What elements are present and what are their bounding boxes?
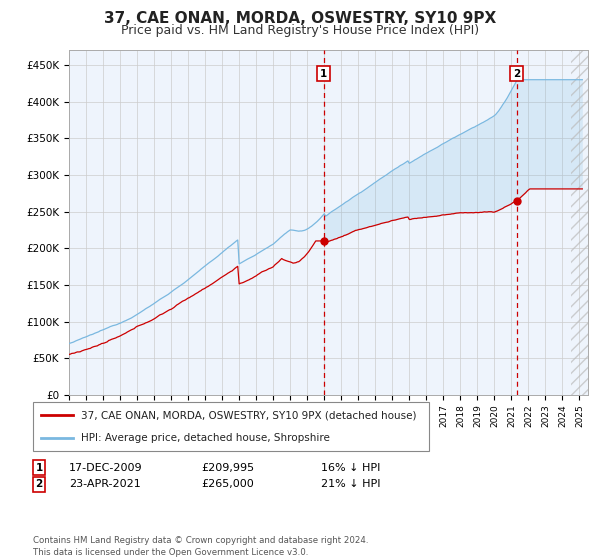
Text: HPI: Average price, detached house, Shropshire: HPI: Average price, detached house, Shro…: [80, 433, 329, 444]
Text: 1: 1: [35, 463, 43, 473]
Text: 23-APR-2021: 23-APR-2021: [69, 479, 141, 489]
Text: 1: 1: [320, 69, 327, 79]
Text: £265,000: £265,000: [201, 479, 254, 489]
Text: 37, CAE ONAN, MORDA, OSWESTRY, SY10 9PX: 37, CAE ONAN, MORDA, OSWESTRY, SY10 9PX: [104, 11, 496, 26]
FancyBboxPatch shape: [33, 402, 429, 451]
Text: 17-DEC-2009: 17-DEC-2009: [69, 463, 143, 473]
Text: Contains HM Land Registry data © Crown copyright and database right 2024.
This d: Contains HM Land Registry data © Crown c…: [33, 536, 368, 557]
Text: 16% ↓ HPI: 16% ↓ HPI: [321, 463, 380, 473]
Text: 37, CAE ONAN, MORDA, OSWESTRY, SY10 9PX (detached house): 37, CAE ONAN, MORDA, OSWESTRY, SY10 9PX …: [80, 410, 416, 421]
Bar: [571, 50, 588, 395]
Text: 2: 2: [35, 479, 43, 489]
Bar: [571, 50, 588, 395]
Text: Price paid vs. HM Land Registry's House Price Index (HPI): Price paid vs. HM Land Registry's House …: [121, 24, 479, 36]
Text: £209,995: £209,995: [201, 463, 254, 473]
Text: 21% ↓ HPI: 21% ↓ HPI: [321, 479, 380, 489]
Text: 2: 2: [513, 69, 520, 79]
